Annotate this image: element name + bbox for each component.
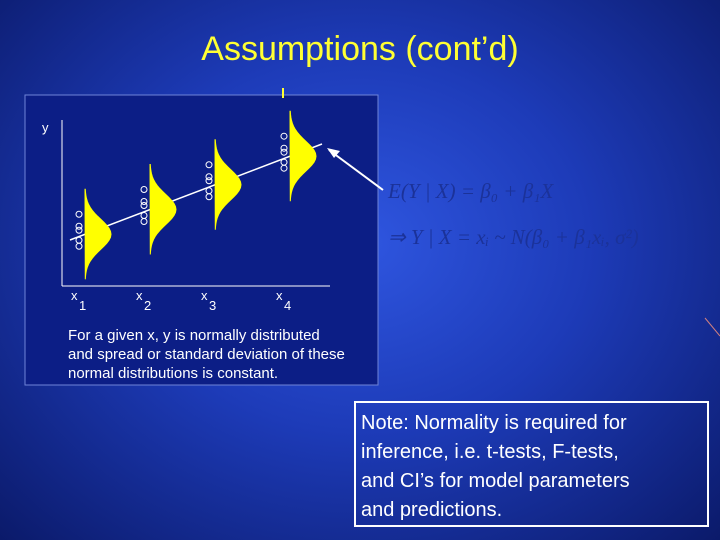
data-point bbox=[140, 186, 148, 194]
data-point bbox=[75, 222, 83, 230]
x-label: x bbox=[201, 288, 208, 303]
data-point bbox=[75, 242, 83, 250]
x-label: x bbox=[136, 288, 143, 303]
normal-curve bbox=[214, 139, 242, 230]
x-label: x bbox=[71, 288, 78, 303]
decor-line bbox=[704, 317, 720, 337]
caption-line: For a given x, y is normally distributed bbox=[68, 327, 320, 344]
arrow-head bbox=[327, 148, 340, 158]
data-point bbox=[75, 210, 83, 218]
slide-title: Assumptions (cont’d) bbox=[201, 30, 519, 68]
data-point bbox=[280, 148, 288, 156]
x-label-sub: 3 bbox=[209, 298, 216, 313]
note-box bbox=[354, 401, 709, 527]
figure-panel bbox=[24, 94, 379, 386]
arrow bbox=[328, 149, 384, 191]
x-label-sub: 4 bbox=[284, 298, 291, 313]
equation: E(Y | X) = β₀ + β₁X bbox=[387, 179, 554, 203]
x-label: x bbox=[276, 288, 283, 303]
data-point bbox=[205, 173, 213, 181]
data-point bbox=[280, 164, 288, 172]
note-line: Note: Normality is required for bbox=[361, 412, 627, 434]
note-line: inference, i.e. t-tests, F-tests, bbox=[361, 441, 619, 463]
note-line: and CI’s for model parameters bbox=[361, 470, 630, 492]
data-point bbox=[140, 218, 148, 226]
normal-curve bbox=[149, 164, 177, 255]
data-point bbox=[140, 202, 148, 210]
data-point bbox=[140, 198, 148, 206]
data-point bbox=[280, 132, 288, 140]
data-point bbox=[75, 226, 83, 234]
data-point bbox=[205, 177, 213, 185]
note-line: and predictions. bbox=[361, 499, 502, 521]
normal-curve bbox=[289, 110, 317, 202]
regression-line bbox=[69, 143, 323, 241]
data-point bbox=[205, 161, 213, 169]
x-label-sub: 1 bbox=[79, 298, 86, 313]
caption-line: and spread or standard deviation of thes… bbox=[68, 346, 345, 363]
data-point bbox=[280, 144, 288, 152]
x-label-sub: 2 bbox=[144, 298, 151, 313]
data-point bbox=[205, 193, 213, 201]
y-axis-label: y bbox=[42, 120, 49, 135]
normal-curve bbox=[84, 188, 112, 280]
caption-line: normal distributions is constant. bbox=[68, 365, 278, 382]
equation: ⇒ Y | X = xᵢ ~ N(β₀ + β₁xᵢ, σ²) bbox=[388, 225, 639, 249]
